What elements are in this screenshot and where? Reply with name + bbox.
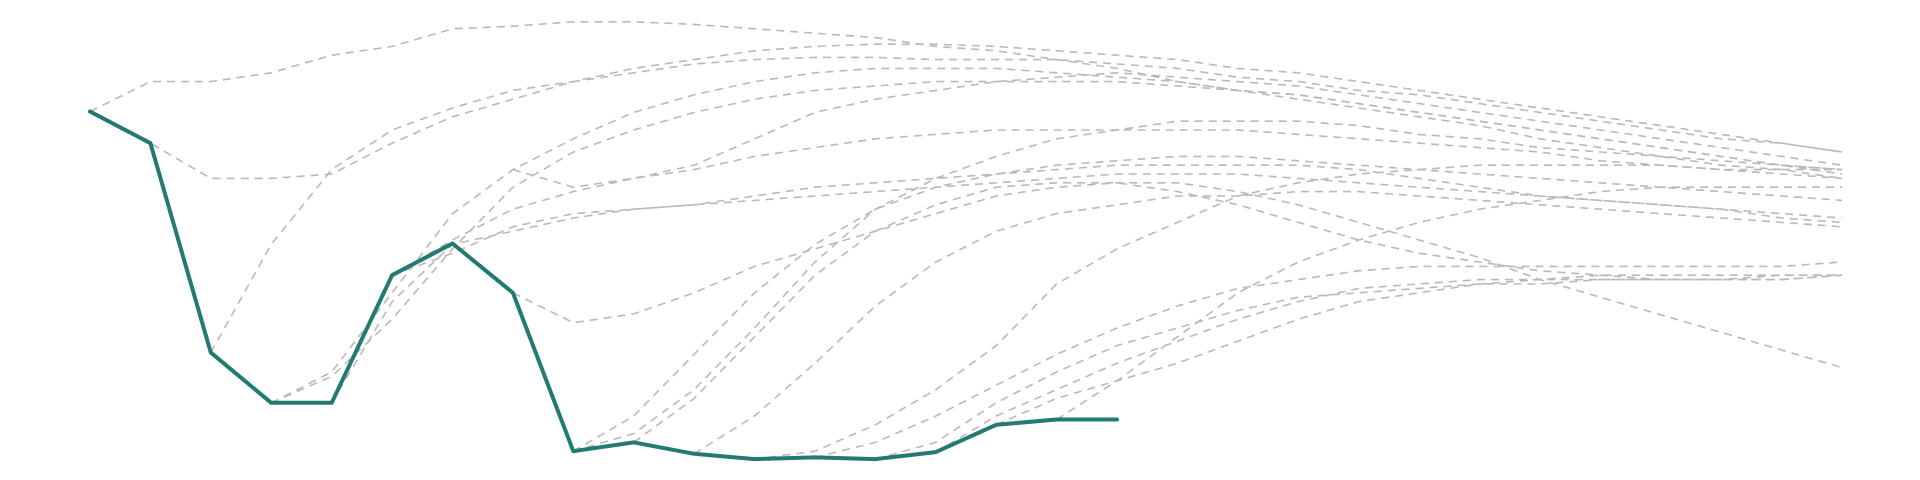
context-series-line-16 — [814, 261, 1843, 459]
context-series-line-5 — [270, 67, 1843, 404]
context-series-line-15 — [754, 164, 1842, 460]
context-series-line-6 — [331, 173, 1843, 404]
context-series-line-8 — [391, 164, 1843, 276]
context-series-line-12 — [572, 155, 1843, 452]
highlight-series-line — [88, 109, 1119, 462]
context-series-line-9 — [512, 182, 1843, 369]
context-series-line-11 — [573, 120, 1843, 452]
context-series-line-20 — [1056, 186, 1842, 421]
context-series-line-2 — [89, 56, 1843, 180]
context-series-line-10 — [512, 71, 1843, 189]
context-series-line-17 — [875, 274, 1843, 460]
context-series-line-3 — [210, 43, 1843, 353]
context-series-line-19 — [995, 274, 1842, 426]
context-series-line-13 — [633, 182, 1843, 444]
context-series-line-18 — [935, 274, 1842, 453]
context-series-group — [89, 21, 1843, 460]
context-series-line-14 — [693, 190, 1843, 455]
highlight-series-group — [88, 109, 1119, 462]
